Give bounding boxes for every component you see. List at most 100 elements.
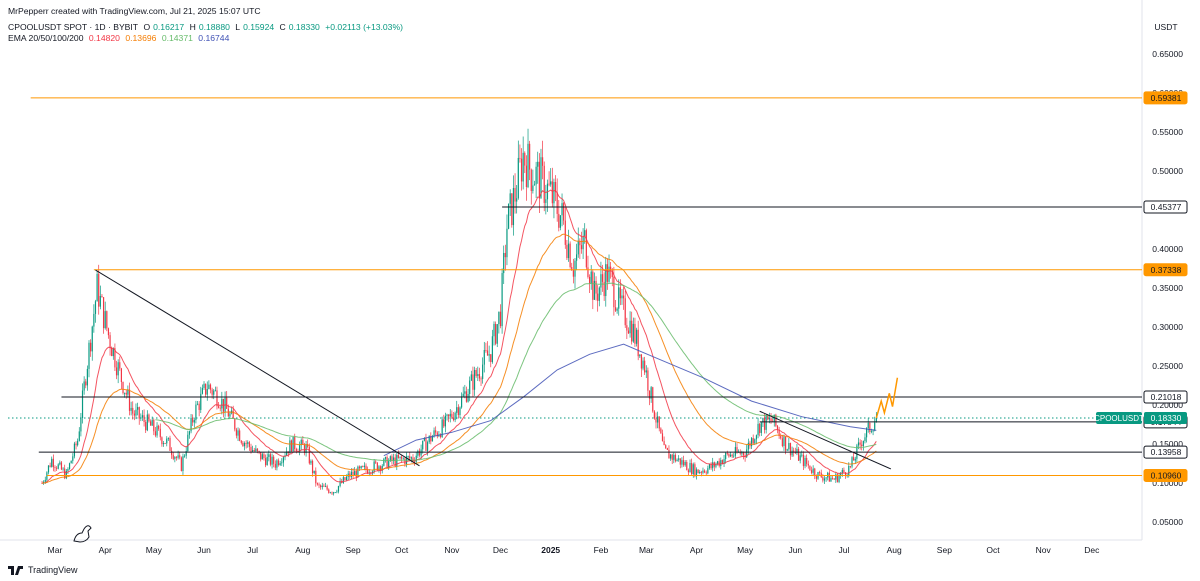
candle-body xyxy=(851,457,853,467)
candle-body xyxy=(205,383,207,395)
candle-body xyxy=(172,454,174,459)
candle-body xyxy=(93,313,95,327)
candle-body xyxy=(499,311,502,327)
candle-body xyxy=(52,458,54,468)
candle-body xyxy=(660,428,662,434)
candle-body xyxy=(642,360,644,369)
time-tick-label: Dec xyxy=(1084,545,1100,555)
candle-body xyxy=(452,417,455,421)
candle-body xyxy=(553,182,555,204)
candle-body xyxy=(62,468,64,470)
candle-body xyxy=(650,387,652,399)
candle-body xyxy=(158,425,160,429)
candle-body xyxy=(674,454,677,462)
candle-body xyxy=(177,455,179,458)
candle-body xyxy=(211,389,213,395)
candle-body xyxy=(329,492,331,494)
candle-body xyxy=(843,469,845,473)
candle-body xyxy=(673,454,675,460)
candle-body xyxy=(525,165,527,187)
candle-body xyxy=(854,458,856,461)
candle-body xyxy=(392,457,395,462)
time-tick-label: May xyxy=(146,545,163,555)
candle-body xyxy=(91,326,93,352)
symbol-label[interactable]: CPOOLUSDT SPOT · 1D · BYBIT xyxy=(8,22,139,32)
candle-body xyxy=(250,446,252,452)
ema100-line xyxy=(155,282,877,462)
candle-body xyxy=(516,198,518,202)
candle-body xyxy=(587,267,589,277)
candle-body xyxy=(699,471,701,474)
candle-body xyxy=(426,442,429,451)
time-tick-label: Jul xyxy=(247,545,258,555)
candle-body xyxy=(451,413,453,418)
candle-body xyxy=(791,450,793,456)
candle-body xyxy=(705,472,707,474)
candle-body xyxy=(733,455,735,457)
candle-body xyxy=(563,203,565,221)
candle-body xyxy=(621,295,623,299)
candle-body xyxy=(200,393,202,410)
candle-body xyxy=(872,430,874,432)
candle-body xyxy=(632,323,634,342)
candle-body xyxy=(107,328,110,336)
candle-body xyxy=(866,428,868,438)
candle-body xyxy=(198,403,200,410)
candle-body xyxy=(700,471,702,473)
level-tag-label: 0.21018 xyxy=(1151,392,1182,402)
candle-body xyxy=(624,298,626,326)
candle-body xyxy=(235,429,238,436)
candle-body xyxy=(760,422,762,433)
candle-body xyxy=(80,417,82,432)
candle-body xyxy=(86,368,88,386)
price-tick-label: 0.05000 xyxy=(1152,517,1183,527)
candle-body xyxy=(352,471,354,476)
candle-body xyxy=(823,478,826,481)
candle-body xyxy=(577,241,579,255)
candle-body xyxy=(689,463,691,473)
symbol-ohlc-line: CPOOLUSDT SPOT · 1D · BYBIT O 0.16217 H 0.… xyxy=(8,22,403,32)
candle-body xyxy=(179,455,181,458)
candle-body xyxy=(781,438,783,447)
candle-body xyxy=(146,414,148,431)
candle-body xyxy=(629,320,631,334)
candle-body xyxy=(465,391,468,402)
candle-body xyxy=(149,421,152,426)
candle-body xyxy=(378,466,380,471)
candle-body xyxy=(318,484,320,486)
candle-body xyxy=(723,459,725,464)
candle-body xyxy=(308,446,310,464)
candle-body xyxy=(569,243,571,268)
candle-body xyxy=(801,454,803,456)
candle-body xyxy=(171,450,173,455)
candle-body xyxy=(731,454,733,457)
level-tag-label: 0.45377 xyxy=(1151,202,1182,212)
candle-body xyxy=(430,435,432,442)
candle-body xyxy=(517,157,519,199)
candle-body xyxy=(482,364,484,379)
candle-body xyxy=(232,410,234,419)
ema-label[interactable]: EMA 20/50/100/200 xyxy=(8,33,84,43)
candle-body xyxy=(679,458,681,465)
low-value: 0.15924 xyxy=(243,22,275,32)
candle-body xyxy=(243,443,246,447)
candle-body xyxy=(532,185,534,191)
candle-body xyxy=(242,442,244,447)
candle-body xyxy=(789,443,792,456)
candle-body xyxy=(637,329,639,357)
candle-body xyxy=(786,449,788,451)
candle-body xyxy=(391,456,393,462)
price-tick-label: 0.40000 xyxy=(1152,244,1183,254)
candle-body xyxy=(418,450,421,456)
candle-body xyxy=(401,456,403,459)
candle-body xyxy=(448,414,450,417)
candle-body xyxy=(51,458,53,467)
candle-body xyxy=(770,418,772,422)
candle-body xyxy=(485,350,487,351)
candle-body xyxy=(835,474,837,480)
time-tick-label: Sep xyxy=(937,545,952,555)
candle-body xyxy=(875,418,877,423)
candle-body xyxy=(281,462,283,464)
candle-body xyxy=(545,199,547,203)
